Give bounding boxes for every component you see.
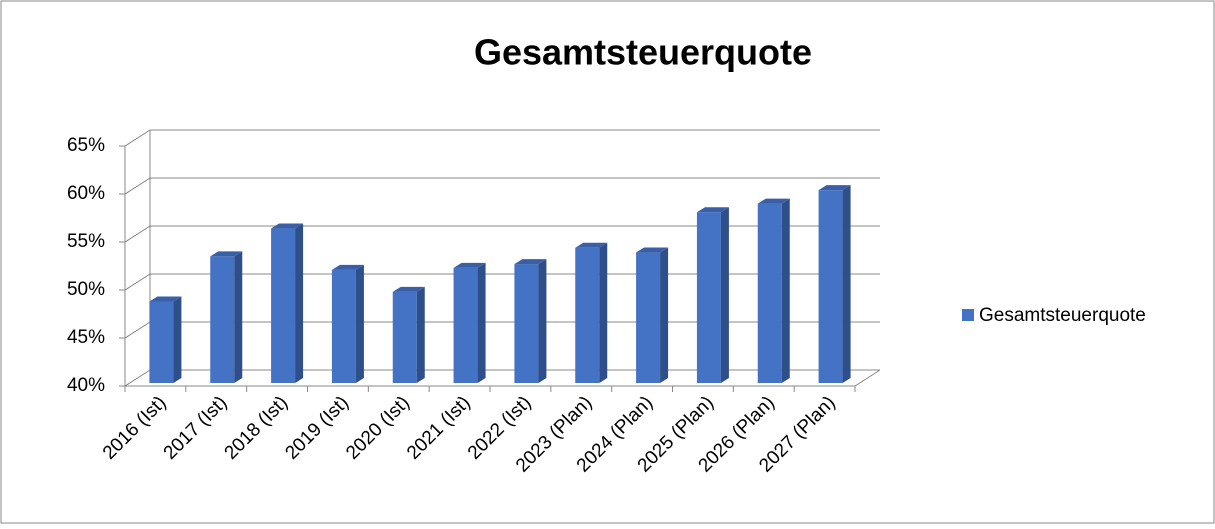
bar <box>331 269 356 383</box>
bar-side <box>416 286 425 383</box>
bar <box>392 291 417 383</box>
bar <box>210 256 235 383</box>
grid-line <box>124 369 151 387</box>
bar-top <box>271 223 304 229</box>
grid-line <box>124 321 151 339</box>
bar-side <box>173 296 182 383</box>
bar <box>696 212 721 383</box>
bar-side <box>538 259 547 383</box>
y-tick-label: 65% <box>67 135 105 156</box>
bar-side <box>660 247 669 383</box>
bar-side <box>842 185 851 383</box>
bar <box>514 264 539 383</box>
grid-line <box>124 177 151 195</box>
legend-swatch <box>962 309 974 321</box>
bar-top <box>392 286 425 292</box>
bar-top <box>757 198 790 204</box>
bar-top <box>453 262 486 268</box>
bar-top <box>818 185 851 191</box>
bar <box>149 301 174 383</box>
bar-top <box>149 296 182 302</box>
bar <box>453 267 478 383</box>
grid-line <box>124 273 151 291</box>
grid-line <box>124 225 151 243</box>
bar-top <box>331 264 364 270</box>
bar-top <box>210 251 243 257</box>
y-tick-label: 45% <box>67 327 105 348</box>
floor-edge <box>854 369 881 387</box>
y-tick-label: 60% <box>67 183 105 204</box>
bar-side <box>295 223 304 383</box>
y-tick-label: 40% <box>67 375 105 396</box>
bar-top <box>575 242 608 248</box>
bar-side <box>234 251 243 383</box>
y-tick-label: 50% <box>67 279 105 300</box>
bar-side <box>720 207 729 383</box>
bar <box>818 190 843 383</box>
bar <box>575 247 600 383</box>
bar-side <box>355 264 364 383</box>
bar-top <box>514 259 547 265</box>
bar-top <box>636 247 669 253</box>
bar-side <box>781 198 790 383</box>
bar <box>636 252 661 383</box>
bar <box>757 203 782 383</box>
legend-label: Gesamtsteuerquote <box>979 305 1146 326</box>
bar-side <box>599 242 608 383</box>
y-tick-label: 55% <box>67 231 105 252</box>
bar-side <box>477 262 486 383</box>
bar <box>271 228 296 383</box>
grid-line <box>124 129 151 147</box>
bar-top <box>696 207 729 213</box>
chart-title: Gesamtsteuerquote <box>474 32 812 73</box>
